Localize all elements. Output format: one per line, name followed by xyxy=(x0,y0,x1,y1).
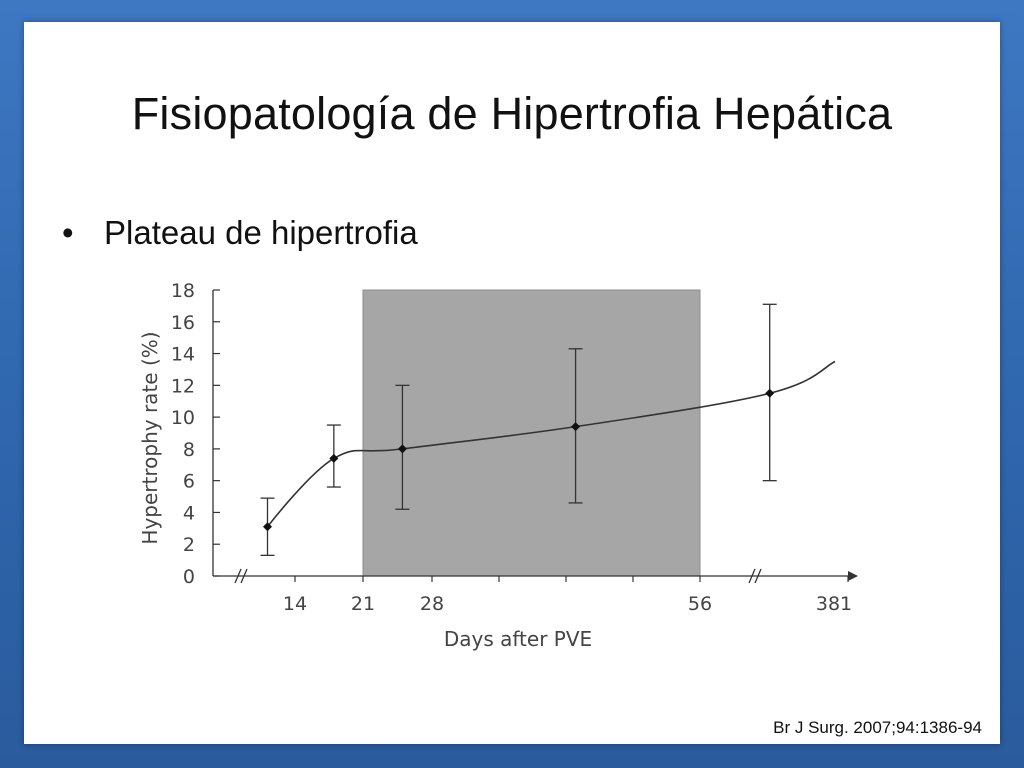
y-tick-label: 2 xyxy=(183,534,195,556)
data-point xyxy=(329,453,339,463)
data-point xyxy=(263,522,272,532)
x-tick-label: 56 xyxy=(688,593,712,615)
y-tick-label: 14 xyxy=(171,344,195,366)
y-axis-label: Hypertrophy rate (%) xyxy=(138,331,162,544)
y-tick-label: 12 xyxy=(171,375,195,397)
x-tick-label: 21 xyxy=(351,593,375,615)
bullet-item: • Plateau de hipertrofia xyxy=(62,214,418,252)
axis-break-mark xyxy=(240,568,248,584)
axis-break-mark xyxy=(234,568,242,584)
y-tick-label: 10 xyxy=(171,407,195,429)
y-tick-label: 16 xyxy=(171,312,195,334)
y-tick-label: 6 xyxy=(183,471,195,493)
x-tick-label: 381 xyxy=(816,593,852,615)
slide-title: Fisiopatología de Hipertrofia Hepática xyxy=(131,88,893,139)
y-tick-label: 18 xyxy=(171,280,195,302)
y-tick-label: 4 xyxy=(183,502,195,524)
data-point xyxy=(571,422,581,432)
y-tick-label: 0 xyxy=(183,566,195,588)
bullet-text: Plateau de hipertrofia xyxy=(104,214,418,251)
axis-break-mark xyxy=(754,568,762,584)
x-tick-label: 14 xyxy=(283,593,307,615)
axis-break-mark xyxy=(748,568,756,584)
citation: Br J Surg. 2007;94:1386-94 xyxy=(773,718,982,737)
x-tick-label: 28 xyxy=(420,593,444,615)
x-axis-arrow-icon xyxy=(848,571,858,581)
bullet-list: • Plateau de hipertrofia xyxy=(62,214,418,252)
bullet-dot-icon: • xyxy=(62,214,74,251)
x-axis-label: Days after PVE xyxy=(444,627,592,651)
data-point xyxy=(765,388,775,398)
data-point xyxy=(397,444,407,454)
y-tick-label: 8 xyxy=(183,439,195,461)
